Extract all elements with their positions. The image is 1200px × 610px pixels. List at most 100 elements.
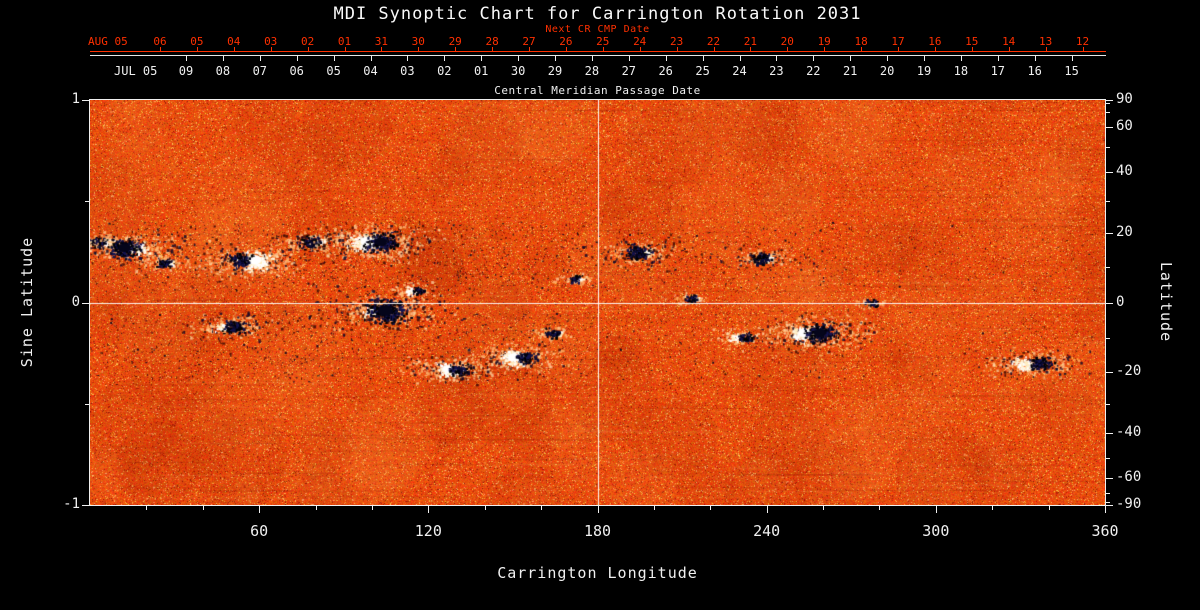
top-axis-red-dates: 06 05 04 03 02 01 31 30 29 28 27 26 25 24 23 22 21 20 19 18… [90, 35, 1105, 48]
right-axis-tick [1106, 477, 1113, 479]
red-date-label: 14 [1002, 35, 1016, 48]
cmp-date-axis-title: Central Meridian Passage Date [494, 84, 701, 97]
x-axis-minor-tick [653, 506, 655, 510]
white-date-label: 25 [695, 64, 710, 78]
white-axis-tick [702, 56, 704, 61]
white-date-label: 28 [584, 64, 600, 78]
red-date-label: 03 [264, 35, 278, 48]
white-date-label: 20 [879, 64, 895, 78]
white-date-label: 29 [547, 64, 563, 78]
right-axis-minor-tick [1106, 337, 1110, 339]
red-date-label: 25 [596, 35, 610, 48]
right-axis-title: Latitude [1157, 261, 1175, 343]
x-tick-label: 300 [922, 522, 950, 540]
left-axis-tick [82, 505, 90, 506]
red-date-label: 21 [743, 35, 758, 48]
x-axis-tick [766, 506, 768, 513]
top-axis-white-line [90, 55, 1106, 56]
right-tick-label: 0 [1116, 293, 1125, 310]
left-axis-tick [82, 302, 90, 304]
x-axis-minor-tick [484, 506, 486, 510]
red-date-label: 13 [1038, 35, 1053, 48]
right-axis-minor-tick [1106, 403, 1110, 405]
x-axis-minor-tick [371, 506, 373, 510]
x-axis-minor-tick [146, 506, 148, 510]
white-date-label: 15 [1064, 64, 1079, 78]
red-date-label: 29 [448, 35, 462, 48]
white-axis-tick [591, 56, 593, 61]
right-axis-minor-tick [1106, 112, 1110, 114]
right-axis-tick [1106, 505, 1113, 506]
white-date-label: 06 [289, 64, 304, 78]
right-axis-minor-tick [1106, 501, 1110, 503]
left-axis-title: Sine Latitude [18, 236, 36, 368]
white-axis-tick [997, 56, 999, 61]
red-date-label: 18 [854, 35, 868, 48]
top-axis-red-line [90, 51, 1106, 52]
red-date-label: 28 [485, 35, 499, 48]
white-date-label: 02 [437, 64, 452, 78]
white-axis-tick [628, 56, 630, 61]
red-date-label: 05 [190, 35, 204, 48]
x-axis-tick [1105, 506, 1106, 513]
white-date-label: 05 [326, 64, 341, 78]
x-axis-tick [935, 506, 937, 513]
chart-title: MDI Synoptic Chart for Carrington Rotati… [333, 4, 862, 24]
white-date-label: 24 [732, 64, 747, 78]
red-date-label: 17 [891, 35, 905, 48]
white-axis-tick [186, 56, 187, 61]
red-date-label: 22 [706, 35, 721, 48]
white-axis-tick [481, 56, 483, 61]
left-tick-label: 0 [71, 293, 80, 310]
white-axis-tick [960, 56, 962, 61]
white-date-label: 21 [842, 64, 858, 78]
right-tick-label: 20 [1116, 224, 1133, 241]
red-date-label: 31 [374, 35, 389, 48]
right-axis-minor-tick [1106, 147, 1110, 149]
right-axis-tick [1106, 127, 1113, 129]
red-date-label: 26 [559, 35, 573, 48]
white-date-label: 22 [806, 64, 821, 78]
x-axis-minor-tick [992, 506, 994, 510]
white-axis-tick [813, 56, 815, 61]
white-axis-tick [555, 56, 556, 61]
left-tick-label: -1 [63, 496, 80, 512]
right-axis-tick [1106, 233, 1113, 235]
white-axis-tick [444, 56, 446, 61]
left-axis-tick [82, 100, 90, 101]
x-axis-minor-tick [710, 506, 712, 510]
x-tick-label: 120 [414, 522, 442, 540]
red-date-label: 20 [780, 35, 794, 48]
right-tick-label: 40 [1116, 163, 1133, 180]
red-date-label: 24 [633, 35, 647, 48]
red-date-label: 15 [965, 35, 979, 48]
right-tick-label: -20 [1116, 362, 1142, 379]
top-axis-white-dates: 09 08 07 06 05 04 03 02 01 30 29 28 27 26 25 24 23 22 21 20… [90, 64, 1105, 78]
white-axis-tick [518, 56, 520, 61]
right-tick-label: -60 [1116, 468, 1142, 485]
red-date-label: 16 [928, 35, 942, 48]
right-axis-minor-tick [1106, 267, 1110, 269]
magnetogram-canvas [90, 100, 1105, 505]
right-axis-tick [1106, 100, 1113, 101]
white-date-label: 09 [178, 64, 194, 78]
white-date-label: 27 [621, 64, 637, 78]
right-tick-label: -90 [1116, 496, 1142, 512]
white-axis-tick [333, 56, 335, 61]
right-axis-tick [1106, 432, 1113, 434]
white-date-label: 30 [510, 64, 526, 78]
white-axis-tick [407, 56, 409, 61]
x-axis-minor-tick [1048, 506, 1050, 510]
white-date-label: 08 [215, 64, 231, 78]
red-date-label: 01 [337, 35, 352, 48]
right-axis-minor-tick [1106, 103, 1110, 105]
plot-bottom-border [89, 505, 1106, 506]
red-date-label: 23 [669, 35, 684, 48]
right-axis-minor-tick [1106, 457, 1110, 459]
white-axis-tick [222, 56, 224, 61]
white-axis-tick [259, 56, 261, 61]
red-date-label: 02 [300, 35, 315, 48]
white-date-label: 03 [400, 64, 415, 78]
right-tick-label: -40 [1116, 423, 1142, 440]
